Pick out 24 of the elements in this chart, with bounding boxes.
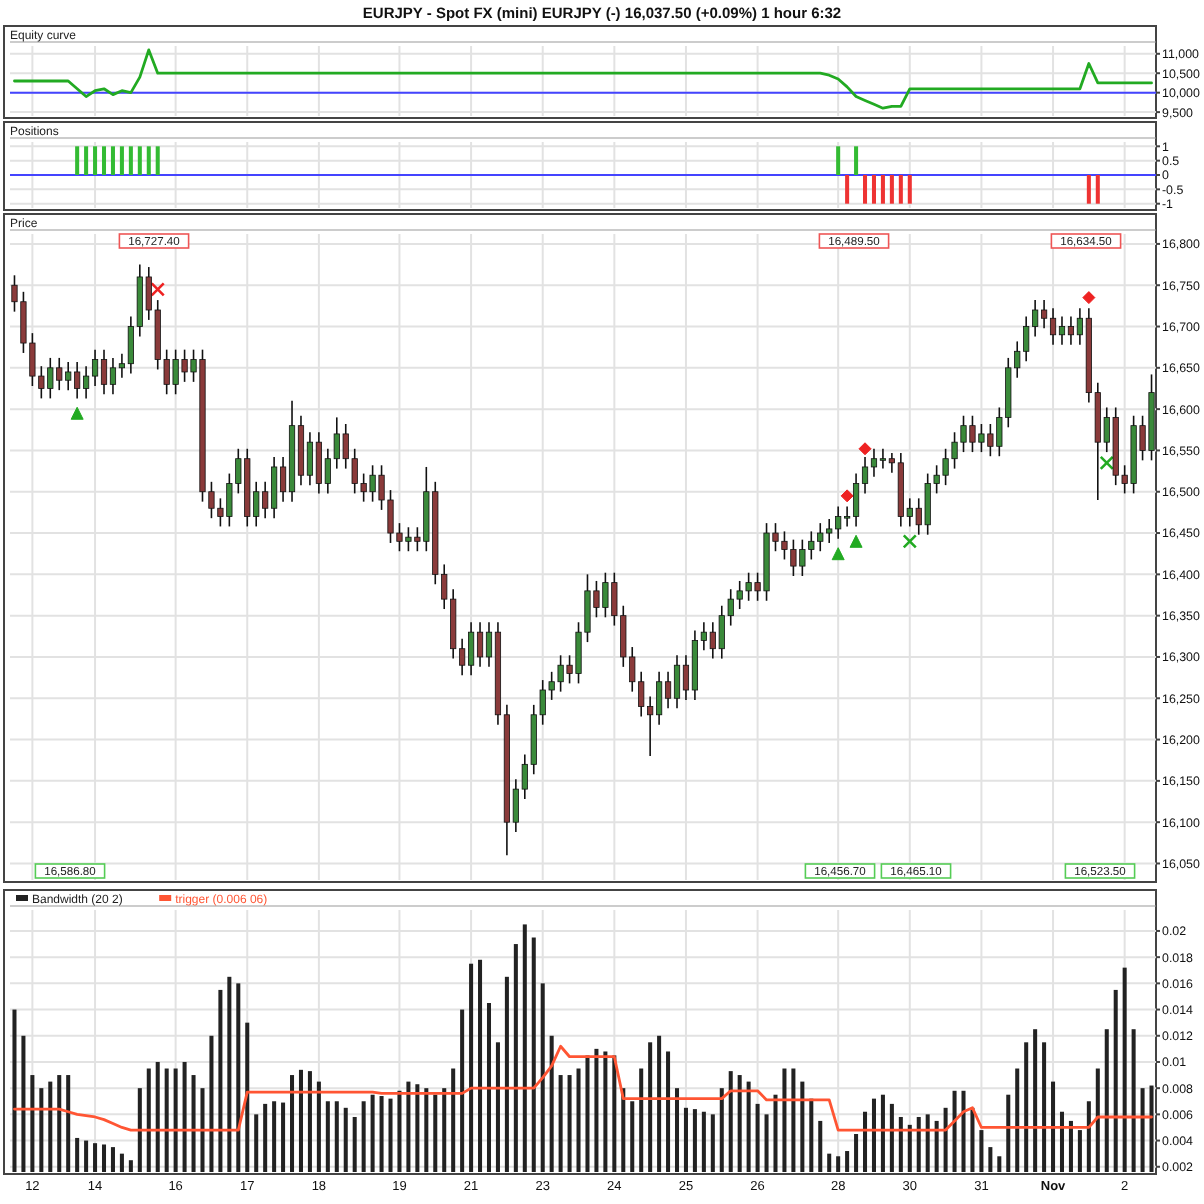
candlestick xyxy=(100,348,108,396)
candlestick xyxy=(1067,315,1075,346)
candlestick xyxy=(109,357,117,396)
point xyxy=(858,442,872,456)
candlestick xyxy=(852,472,860,528)
point xyxy=(1082,291,1096,305)
point xyxy=(70,406,84,420)
line-series xyxy=(13,1044,1153,1132)
point xyxy=(831,547,845,561)
candlestick xyxy=(91,348,99,387)
candlestick xyxy=(664,671,672,709)
candlestick xyxy=(476,621,484,668)
point xyxy=(150,282,166,297)
line-series xyxy=(13,48,1153,110)
point xyxy=(902,534,918,549)
point xyxy=(840,489,854,503)
candlestick xyxy=(870,447,878,478)
candlestick xyxy=(1049,307,1057,346)
candlestick xyxy=(1058,315,1066,346)
point xyxy=(1099,455,1115,471)
candlestick xyxy=(306,431,314,486)
candlestick xyxy=(879,447,887,470)
point xyxy=(849,534,863,548)
candlestick xyxy=(673,654,681,709)
